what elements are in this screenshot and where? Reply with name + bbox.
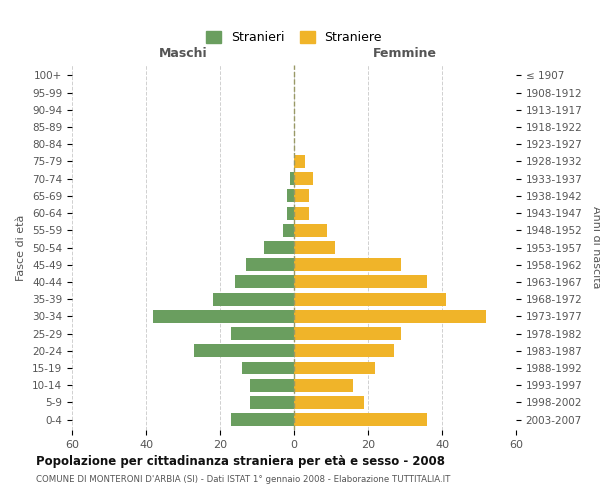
Bar <box>294 310 487 323</box>
Bar <box>242 362 294 374</box>
Bar <box>294 396 364 409</box>
Bar <box>294 413 427 426</box>
Bar <box>294 258 401 271</box>
Legend: Stranieri, Straniere: Stranieri, Straniere <box>202 28 386 48</box>
Bar <box>235 276 294 288</box>
Bar <box>294 206 309 220</box>
Bar <box>294 190 309 202</box>
Bar <box>265 241 294 254</box>
Bar <box>231 413 294 426</box>
Bar <box>283 224 294 236</box>
Bar <box>250 379 294 392</box>
Bar <box>154 310 294 323</box>
Bar <box>250 396 294 409</box>
Bar <box>287 190 294 202</box>
Text: Femmine: Femmine <box>373 47 437 60</box>
Bar <box>290 172 294 185</box>
Bar <box>246 258 294 271</box>
Bar <box>294 292 446 306</box>
Bar <box>287 206 294 220</box>
Text: COMUNE DI MONTERONI D'ARBIA (SI) - Dati ISTAT 1° gennaio 2008 - Elaborazione TUT: COMUNE DI MONTERONI D'ARBIA (SI) - Dati … <box>36 475 451 484</box>
Bar <box>294 327 401 340</box>
Bar <box>194 344 294 358</box>
Bar <box>231 327 294 340</box>
Bar <box>294 172 313 185</box>
Y-axis label: Fasce di età: Fasce di età <box>16 214 26 280</box>
Bar <box>212 292 294 306</box>
Bar <box>294 344 394 358</box>
Bar <box>294 379 353 392</box>
Bar <box>294 362 376 374</box>
Y-axis label: Anni di nascita: Anni di nascita <box>591 206 600 289</box>
Bar <box>294 155 305 168</box>
Text: Popolazione per cittadinanza straniera per età e sesso - 2008: Popolazione per cittadinanza straniera p… <box>36 455 445 468</box>
Bar <box>294 224 328 236</box>
Text: Maschi: Maschi <box>158 47 208 60</box>
Bar <box>294 241 335 254</box>
Bar <box>294 276 427 288</box>
